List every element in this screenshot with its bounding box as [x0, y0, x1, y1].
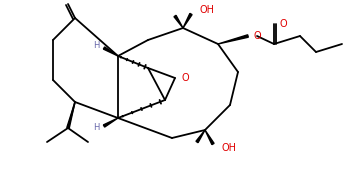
Text: H: H: [93, 124, 99, 132]
Text: OH: OH: [199, 5, 214, 15]
Polygon shape: [196, 130, 205, 143]
Polygon shape: [174, 15, 183, 28]
Text: OH: OH: [221, 143, 236, 153]
Polygon shape: [103, 118, 118, 127]
Polygon shape: [205, 130, 214, 145]
Text: O: O: [253, 31, 261, 41]
Text: O: O: [182, 73, 190, 83]
Polygon shape: [67, 102, 75, 128]
Polygon shape: [218, 35, 248, 44]
Text: H: H: [93, 42, 99, 51]
Text: O: O: [279, 19, 286, 29]
Polygon shape: [183, 13, 192, 28]
Polygon shape: [103, 47, 118, 56]
